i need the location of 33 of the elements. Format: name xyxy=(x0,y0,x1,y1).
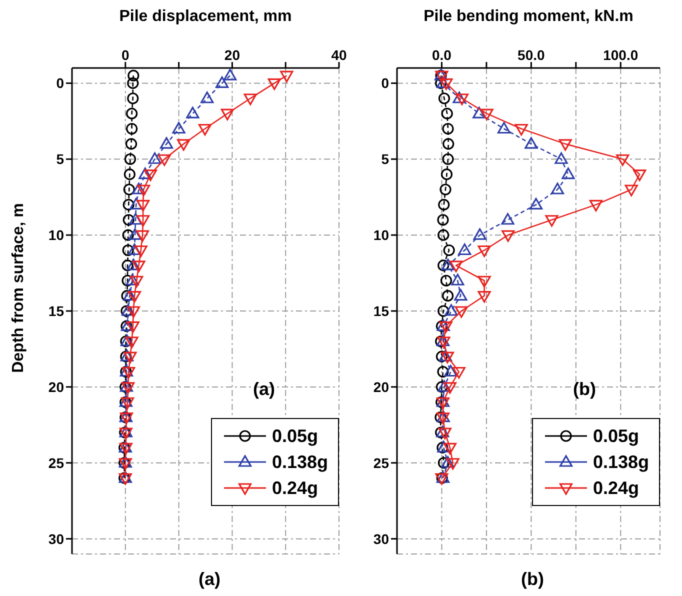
x-tick-label: 0 xyxy=(122,47,130,63)
y-tick-label: 20 xyxy=(373,378,390,395)
legend-label: 0.24g xyxy=(272,477,318,500)
x-tick-label: 100.0 xyxy=(603,47,638,63)
text: (b) xyxy=(520,569,545,590)
y-tick-label: 15 xyxy=(373,302,390,319)
y-tick-label: 0 xyxy=(56,75,64,92)
legend-label: 0.05g xyxy=(272,425,318,448)
y-tick-label: 5 xyxy=(381,151,390,168)
x-axis-title: Pile bending moment, kN.m xyxy=(422,8,634,26)
y-tick-label: 10 xyxy=(48,227,64,244)
y-tick-label: 30 xyxy=(48,530,64,547)
y-tick-label: 20 xyxy=(48,378,64,395)
y-tick-label: 5 xyxy=(56,151,64,168)
legend-label: 0.24g xyxy=(592,477,639,500)
y-axis-title: Depth from surface, m xyxy=(10,203,28,373)
y-tick-label: 15 xyxy=(48,302,64,319)
y-tick-label: 30 xyxy=(373,530,390,547)
x-tick-label: 20 xyxy=(224,47,240,63)
y-tick-label: 25 xyxy=(48,454,64,471)
y-tick-label: 25 xyxy=(373,454,390,471)
legend-label: 0.138g xyxy=(272,451,328,474)
x-tick-label: 40 xyxy=(331,47,347,63)
x-tick-label: 50.0 xyxy=(518,47,546,63)
legend-label: 0.138g xyxy=(592,451,649,474)
annotation: (b) xyxy=(573,379,596,400)
y-tick-label: 10 xyxy=(373,227,390,244)
x-tick-label: 0.0 xyxy=(432,47,452,63)
x-axis-title: Pile displacement, mm xyxy=(118,8,293,26)
annotation: (a) xyxy=(253,379,275,400)
legend-label: 0.05g xyxy=(592,425,639,448)
y-tick-label: 0 xyxy=(381,75,390,92)
text: (a) xyxy=(198,569,222,590)
